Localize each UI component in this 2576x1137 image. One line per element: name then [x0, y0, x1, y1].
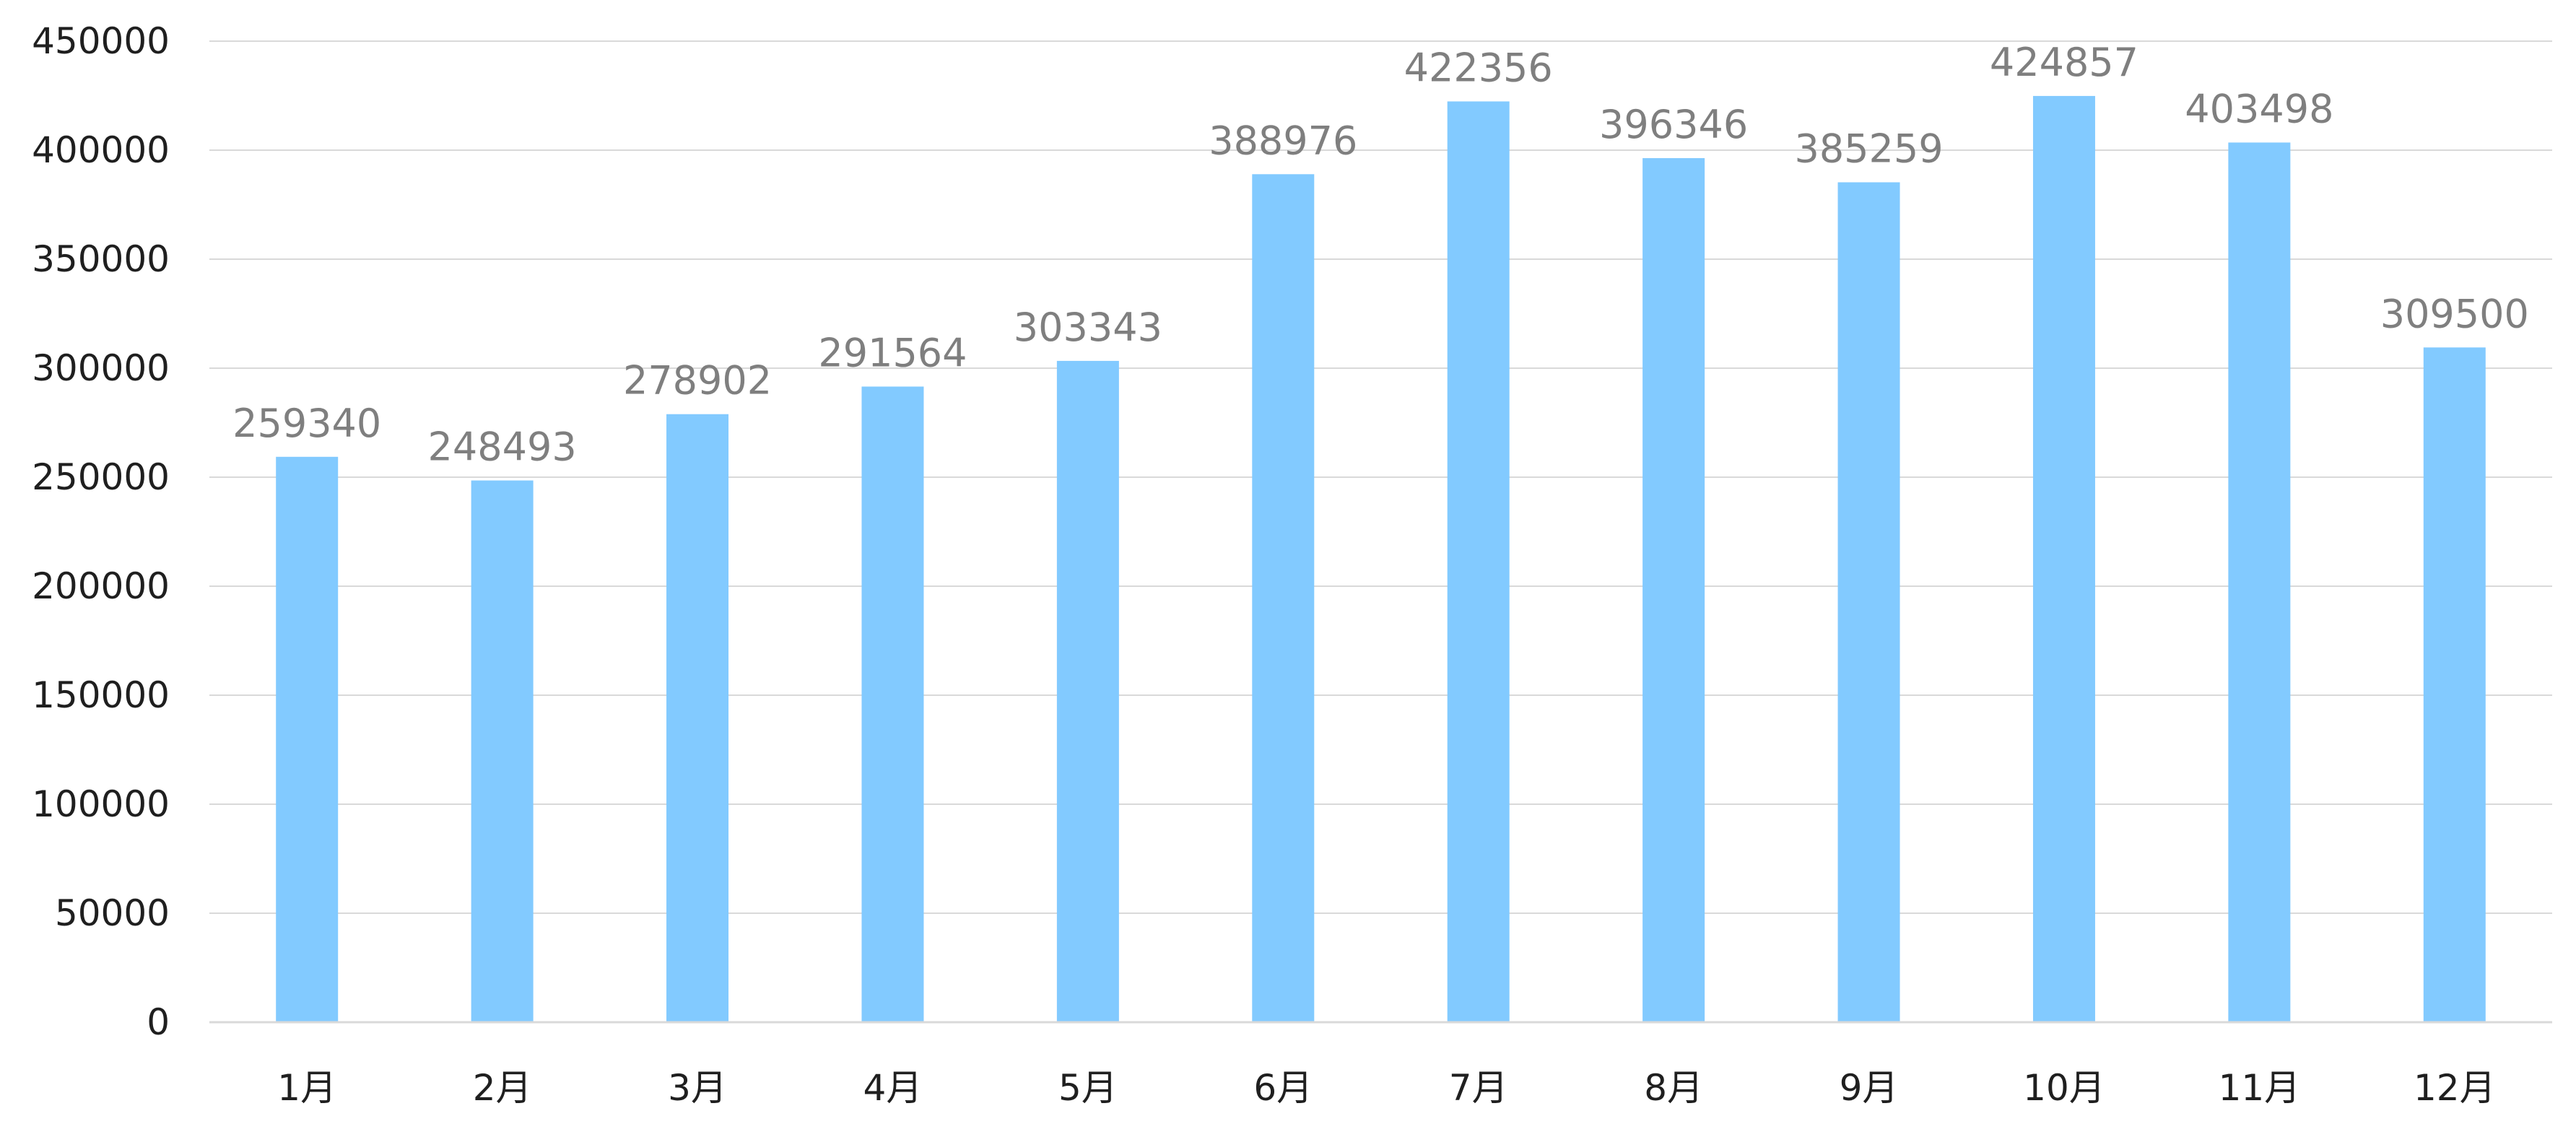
x-category-label: 2月 [473, 1067, 532, 1109]
bar [666, 414, 729, 1022]
y-tick-label: 250000 [32, 456, 170, 498]
x-category-label: 5月 [1058, 1067, 1118, 1109]
y-axis-tick-labels: 0 50000 100000 150000 200000 250000 300000 3500… [32, 20, 170, 1043]
bar [2228, 142, 2291, 1022]
x-category-label: 10月 [2023, 1067, 2105, 1109]
bar-value-label: 291564 [818, 330, 967, 375]
x-category-label: 12月 [2414, 1067, 2496, 1109]
bar-value-label: 388976 [1209, 118, 1357, 163]
y-tick-label: 150000 [32, 674, 170, 716]
y-tick-label: 0 [147, 1001, 170, 1043]
bar-value-label: 396346 [1599, 102, 1748, 147]
bar-value-label: 403498 [2185, 86, 2333, 131]
x-category-label: 8月 [1644, 1067, 1703, 1109]
bar-value-label: 248493 [428, 424, 577, 470]
bar [1252, 174, 1315, 1022]
x-category-label: 11月 [2219, 1067, 2301, 1109]
x-category-label: 3月 [668, 1067, 727, 1109]
y-tick-label: 100000 [32, 783, 170, 825]
x-category-label: 1月 [277, 1067, 336, 1109]
x-category-label: 6月 [1253, 1067, 1313, 1109]
x-category-label: 7月 [1449, 1067, 1508, 1109]
x-axis-category-labels: 1月 2月 3月 4月 5月 6月 7月 8月 9月 10月 11月 12月 [277, 1067, 2495, 1109]
bar [1447, 101, 1510, 1023]
y-tick-label: 50000 [55, 892, 170, 934]
bar-value-label: 303343 [1014, 305, 1162, 350]
bar-value-label: 424857 [1990, 40, 2138, 85]
bar [1837, 182, 1900, 1022]
bar-value-label: 259340 [232, 401, 381, 446]
bar [2423, 347, 2486, 1022]
bar [471, 480, 534, 1022]
bar-value-label: 422356 [1404, 45, 1553, 90]
y-tick-label: 350000 [32, 238, 170, 280]
bar [861, 386, 924, 1022]
y-tick-label: 400000 [32, 129, 170, 171]
x-category-label: 9月 [1840, 1067, 1899, 1109]
y-tick-label: 300000 [32, 347, 170, 389]
gridlines [209, 40, 2552, 914]
x-category-label: 4月 [863, 1067, 923, 1109]
bar [1056, 360, 1119, 1022]
y-tick-label: 200000 [32, 565, 170, 607]
bar [1642, 158, 1705, 1023]
data-labels: 259340 248493 278902 291564 303343 388976 4223… [232, 40, 2529, 470]
y-tick-label: 450000 [32, 20, 170, 62]
bars [276, 95, 2486, 1023]
bar [276, 456, 339, 1022]
bar [2032, 95, 2095, 1022]
bar-value-label: 278902 [623, 358, 772, 404]
bar-value-label: 309500 [2380, 291, 2529, 336]
bar-value-label: 385259 [1794, 126, 1943, 172]
